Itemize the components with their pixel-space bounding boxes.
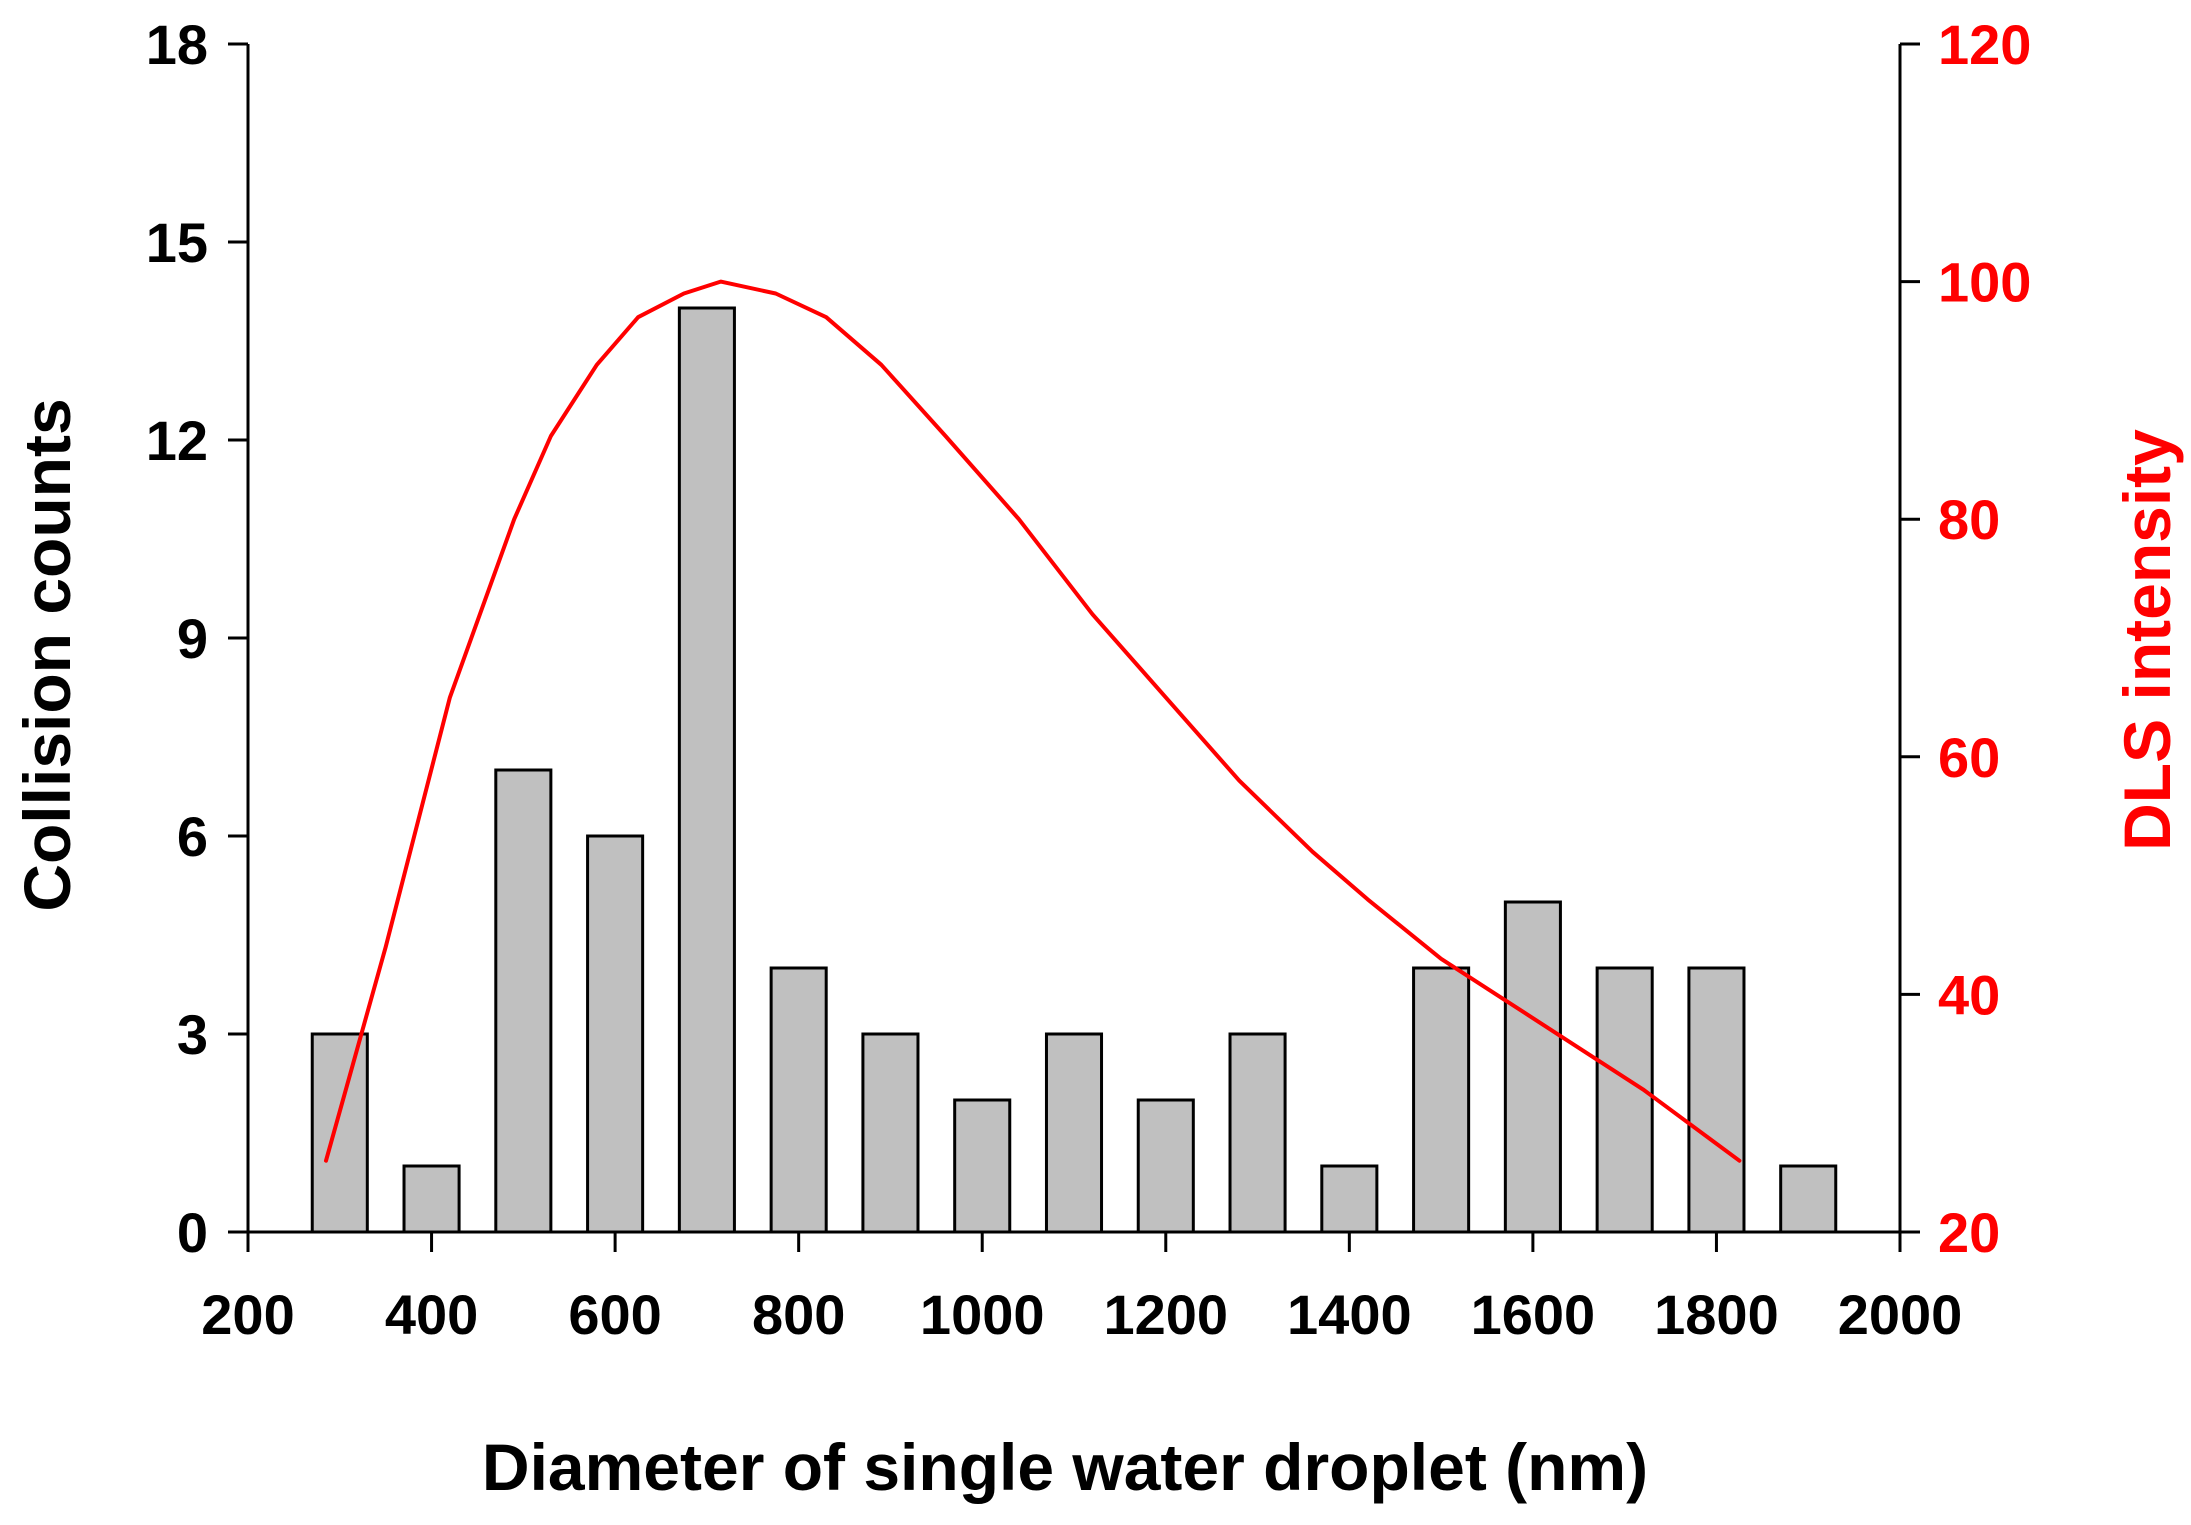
bar xyxy=(1228,1032,1287,1234)
x-tick-label: 400 xyxy=(385,1283,478,1346)
y-left-tick-label: 0 xyxy=(177,1201,208,1264)
y-right-tick-label: 100 xyxy=(1938,251,2031,314)
x-tick-label: 600 xyxy=(568,1283,661,1346)
y-right-tick-label: 80 xyxy=(1938,488,2000,551)
bar xyxy=(1503,900,1562,1234)
bar xyxy=(1687,966,1746,1234)
dls-intensity-line xyxy=(324,279,1742,1163)
x-axis-title: Diameter of single water droplet (nm) xyxy=(482,1430,1648,1504)
y-left-axis-title: Collision counts xyxy=(10,398,84,911)
y-left-tick-label: 15 xyxy=(146,211,208,274)
bar xyxy=(1595,966,1654,1234)
x-tick-label: 1400 xyxy=(1287,1283,1412,1346)
bar xyxy=(402,1164,461,1234)
bar xyxy=(953,1098,1012,1234)
y-left-tick-label: 18 xyxy=(146,13,208,76)
y-right-tick-label: 120 xyxy=(1938,13,2031,76)
y-right-tick-label: 20 xyxy=(1938,1201,2000,1264)
bar-series xyxy=(310,306,1838,1234)
x-tick-label: 1800 xyxy=(1654,1283,1779,1346)
bar xyxy=(1779,1164,1838,1234)
x-tick-label: 2000 xyxy=(1838,1283,1963,1346)
ticks: 200 400 600 800 1000 1200 1400 1600 1800 2000 0 3 6 9… xyxy=(146,13,2032,1346)
y-left-tick-label: 12 xyxy=(146,409,208,472)
bar xyxy=(677,306,736,1234)
y-right-tick-label: 60 xyxy=(1938,726,2000,789)
bar xyxy=(861,1032,920,1234)
x-tick-label: 200 xyxy=(201,1283,294,1346)
bar xyxy=(310,1032,369,1234)
bar xyxy=(1044,1032,1104,1234)
x-tick-label: 1600 xyxy=(1471,1283,1596,1346)
y-left-tick-label: 6 xyxy=(177,805,208,868)
y-right-axis-title: DLS intensity xyxy=(2110,429,2184,851)
x-tick-label: 800 xyxy=(752,1283,845,1346)
line-series xyxy=(324,279,1742,1163)
y-left-tick-label: 9 xyxy=(177,607,208,670)
y-left-tick-label: 3 xyxy=(177,1003,208,1066)
bar xyxy=(1412,966,1471,1234)
bar xyxy=(494,768,553,1234)
y-right-tick-label: 40 xyxy=(1938,963,2000,1026)
x-tick-label: 1200 xyxy=(1103,1283,1228,1346)
bar xyxy=(1136,1098,1195,1234)
bar xyxy=(1320,1164,1379,1234)
bar xyxy=(769,966,828,1234)
bar xyxy=(586,834,645,1234)
x-tick-label: 1000 xyxy=(920,1283,1045,1346)
